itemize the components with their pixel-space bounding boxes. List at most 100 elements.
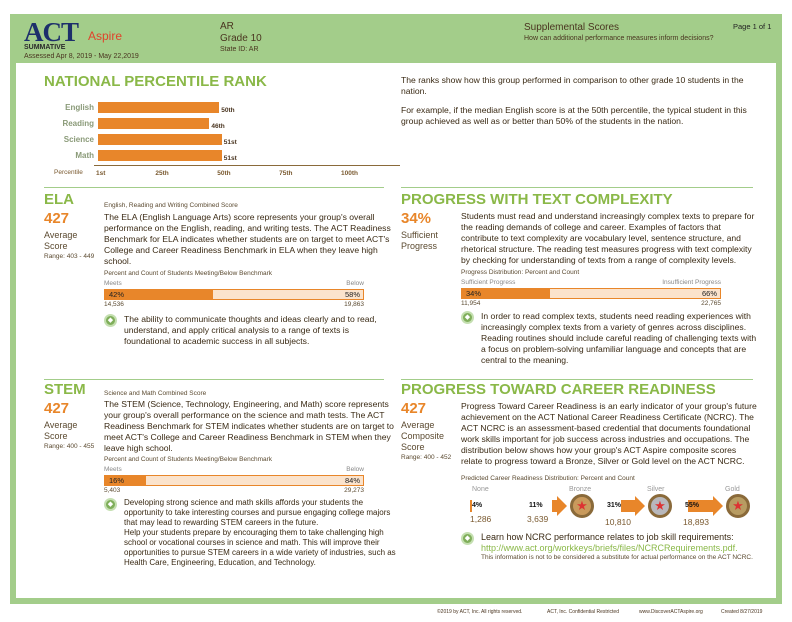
stem-score-label: Average Score bbox=[44, 420, 78, 441]
stem-left-label: Meets bbox=[104, 466, 122, 473]
npr-bar-math bbox=[98, 150, 222, 161]
state-name: AR bbox=[220, 21, 234, 32]
ptc-progress: Sufficient Progress Insufficient Progress… bbox=[461, 279, 721, 308]
pcr-disclaimer: This information is not to be considered… bbox=[481, 554, 753, 561]
act-logo: ACT bbox=[24, 17, 79, 47]
npr-bar-reading bbox=[98, 118, 210, 129]
report-title: Supplemental Scores bbox=[524, 22, 620, 33]
summative-label: SUMMATIVE bbox=[24, 44, 66, 51]
npr-example: For example, if the median English score… bbox=[401, 105, 747, 126]
npr-bar-english bbox=[98, 102, 220, 113]
stem-benchmark: Meets Below 16% 84% 5,403 29,273 bbox=[104, 466, 364, 495]
stem-score: 427 bbox=[44, 400, 70, 417]
ptc-left-label: Sufficient Progress bbox=[461, 279, 516, 286]
ela-right-pct: 58% bbox=[344, 290, 360, 299]
stem-note-2: Help your students prepare by encouragin… bbox=[124, 528, 396, 567]
level-count: 3,639 bbox=[527, 514, 549, 524]
npr-value-label: 51st bbox=[223, 155, 237, 162]
report-subtitle: How can additional performance measures … bbox=[524, 35, 714, 42]
stem-right-label: Below bbox=[346, 466, 364, 473]
ela-left-label: Meets bbox=[104, 280, 122, 287]
ptc-right-label: Insufficient Progress bbox=[662, 279, 721, 286]
npr-value-label: 51st bbox=[223, 139, 237, 146]
ptc-right-pct: 66% bbox=[701, 289, 717, 298]
ptc-right-count: 22,765 bbox=[701, 300, 721, 307]
stem-right-count: 29,273 bbox=[344, 487, 364, 494]
ptc-body: Students must read and understand increa… bbox=[461, 211, 755, 265]
npr-description: The ranks show how this group performed … bbox=[401, 75, 744, 96]
level-name: None bbox=[472, 486, 489, 493]
npr-tick-label: 25th bbox=[155, 170, 169, 177]
ela-left-pct: 42% bbox=[109, 290, 125, 299]
level-count: 18,893 bbox=[683, 517, 709, 527]
ela-title: ELA bbox=[44, 191, 74, 208]
ela-score: 427 bbox=[44, 210, 70, 227]
ela-range: Range: 403 - 449 bbox=[44, 253, 95, 260]
level-name: Bronze bbox=[569, 486, 592, 493]
level-arrow-silver bbox=[621, 500, 635, 512]
npr-tick-label: 50th bbox=[217, 170, 231, 177]
pcr-score-label: Average Composite Score bbox=[401, 420, 445, 452]
ptc-title: PROGRESS WITH TEXT COMPLEXITY bbox=[401, 191, 673, 209]
level-arrow-bronze bbox=[552, 500, 557, 512]
ptc-left-count: 11,954 bbox=[461, 300, 481, 307]
footer-created: Created 8/27/2019 bbox=[721, 609, 763, 615]
npr-axis-line bbox=[94, 165, 400, 166]
ptc-note: In order to read complex texts, students… bbox=[481, 311, 757, 365]
level-arrow-gold bbox=[688, 500, 713, 512]
ela-note: The ability to communicate thoughts and … bbox=[124, 314, 377, 346]
ela-body: The ELA (English Language Arts) score re… bbox=[104, 212, 391, 266]
arrow-head-icon bbox=[713, 496, 723, 516]
arrow-head-icon bbox=[635, 496, 645, 516]
level-name: Silver bbox=[647, 486, 665, 493]
stem-body: The STEM (Science, Technology, Engineeri… bbox=[104, 399, 394, 453]
pcr-link-text: Learn how NCRC performance relates to jo… bbox=[481, 532, 734, 542]
level-pct: 31% bbox=[607, 502, 622, 509]
ptc-score-label: Sufficient Progress bbox=[401, 230, 438, 251]
stem-left-count: 5,403 bbox=[104, 487, 121, 494]
level-name: Gold bbox=[725, 486, 740, 493]
level-pct: 4% bbox=[472, 502, 483, 509]
ela-bar-fill bbox=[105, 290, 214, 299]
ptc-score: 34% bbox=[401, 210, 432, 227]
divider bbox=[401, 187, 753, 188]
ptc-progress-bar: 34% 66% bbox=[461, 288, 721, 299]
npr-value-label: 46th bbox=[211, 123, 225, 130]
silver-medal-icon: ★ bbox=[648, 494, 672, 518]
ela-benchmark: Meets Below 42% 58% 14,536 19,863 bbox=[104, 280, 364, 309]
tip-icon: ◆ bbox=[461, 532, 474, 545]
stem-benchmark-bar: 16% 84% bbox=[104, 475, 364, 486]
pcr-title: PROGRESS TOWARD CAREER READINESS bbox=[401, 381, 716, 399]
npr-subject-label: English bbox=[65, 103, 94, 112]
stem-right-pct: 84% bbox=[344, 476, 360, 485]
stem-left-pct: 16% bbox=[109, 476, 125, 485]
bronze-medal-icon: ★ bbox=[570, 494, 594, 518]
tip-icon: ◆ bbox=[461, 311, 474, 324]
ncrc-requirements-link[interactable]: http://www.act.org/workkeys/briefs/files… bbox=[481, 543, 738, 553]
gold-medal-icon: ★ bbox=[726, 494, 750, 518]
ela-bar-caption: Percent and Count of Students Meeting/Be… bbox=[104, 270, 273, 277]
divider bbox=[44, 187, 384, 188]
footer-website[interactable]: www.DiscoverACTAspire.org bbox=[639, 609, 703, 615]
tip-icon: ◆ bbox=[104, 314, 117, 327]
level-pct: 55% bbox=[685, 502, 700, 509]
divider bbox=[401, 379, 753, 380]
npr-tick-label: 1st bbox=[96, 170, 106, 177]
level-bar-none bbox=[470, 500, 472, 512]
ela-benchmark-bar: 42% 58% bbox=[104, 289, 364, 300]
stem-bar-fill bbox=[105, 476, 147, 485]
stem-title: STEM bbox=[44, 381, 86, 398]
state-id: State ID: AR bbox=[220, 46, 259, 53]
npr-subject-label: Math bbox=[75, 151, 94, 160]
aspire-logo: Aspire bbox=[88, 29, 123, 43]
assessed-dates: Assessed Apr 8, 2019 - May 22,2019 bbox=[24, 53, 139, 60]
npr-value-label: 50th bbox=[221, 107, 235, 114]
npr-axis-label: Percentile bbox=[54, 169, 83, 176]
ela-right-label: Below bbox=[346, 280, 364, 287]
stem-bar-caption: Percent and Count of Students Meeting/Be… bbox=[104, 456, 273, 463]
stem-subtitle: Science and Math Combined Score bbox=[104, 390, 207, 397]
arrow-head-icon bbox=[557, 496, 567, 516]
npr-tick-label: 100th bbox=[341, 170, 358, 177]
level-pct: 11% bbox=[529, 502, 543, 509]
tip-icon: ◆ bbox=[104, 498, 117, 511]
